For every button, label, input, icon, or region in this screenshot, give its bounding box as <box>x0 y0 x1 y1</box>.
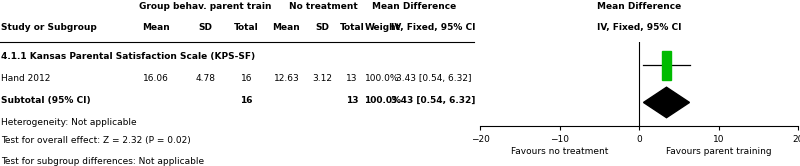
Text: Favours parent training: Favours parent training <box>666 147 772 156</box>
Text: Favours no treatment: Favours no treatment <box>511 147 608 156</box>
Text: Total: Total <box>340 23 364 32</box>
Text: 16: 16 <box>240 96 253 105</box>
Text: 16.06: 16.06 <box>143 74 169 83</box>
Text: 3.43 [0.54, 6.32]: 3.43 [0.54, 6.32] <box>396 74 471 83</box>
Text: Mean: Mean <box>142 23 170 32</box>
Text: 13: 13 <box>346 96 358 105</box>
Text: 16: 16 <box>241 74 252 83</box>
Text: IV, Fixed, 95% CI: IV, Fixed, 95% CI <box>391 23 476 32</box>
Text: 4.78: 4.78 <box>195 74 216 83</box>
Text: IV, Fixed, 95% CI: IV, Fixed, 95% CI <box>597 23 682 32</box>
Text: Subtotal (95% CI): Subtotal (95% CI) <box>1 96 90 105</box>
Text: Mean Difference: Mean Difference <box>372 2 456 11</box>
Text: Total: Total <box>234 23 258 32</box>
Text: Mean: Mean <box>273 23 300 32</box>
Text: Group behav. parent train: Group behav. parent train <box>139 2 271 11</box>
Text: Heterogeneity: Not applicable: Heterogeneity: Not applicable <box>1 118 137 126</box>
Text: Test for overall effect: Z = 2.32 (P = 0.02): Test for overall effect: Z = 2.32 (P = 0… <box>1 136 190 145</box>
Polygon shape <box>662 51 671 80</box>
Text: 13: 13 <box>346 74 358 83</box>
Text: 4.1.1 Kansas Parental Satisfaction Scale (KPS-SF): 4.1.1 Kansas Parental Satisfaction Scale… <box>1 52 255 61</box>
Text: 3.43 [0.54, 6.32]: 3.43 [0.54, 6.32] <box>391 96 476 105</box>
Text: No treatment: No treatment <box>289 2 358 11</box>
Text: Test for subgroup differences: Not applicable: Test for subgroup differences: Not appli… <box>1 157 204 166</box>
Text: 100.0%: 100.0% <box>364 96 401 105</box>
Text: 100.0%: 100.0% <box>365 74 400 83</box>
Text: SD: SD <box>198 23 213 32</box>
Text: Hand 2012: Hand 2012 <box>1 74 50 83</box>
Text: Mean Difference: Mean Difference <box>597 2 682 11</box>
Text: 12.63: 12.63 <box>274 74 299 83</box>
Text: 3.12: 3.12 <box>313 74 333 83</box>
Text: Weight: Weight <box>364 23 400 32</box>
Polygon shape <box>643 87 690 118</box>
Text: Study or Subgroup: Study or Subgroup <box>1 23 97 32</box>
Text: SD: SD <box>315 23 330 32</box>
